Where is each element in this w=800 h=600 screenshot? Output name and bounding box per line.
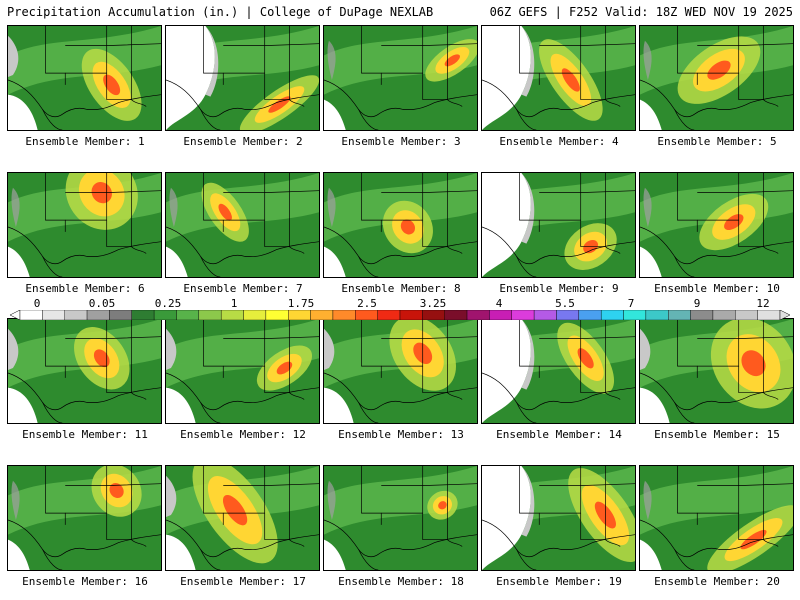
colorbar-segment: [533, 310, 557, 320]
ensemble-member-map: [481, 172, 636, 278]
ensemble-member-map: [165, 318, 320, 424]
colorbar-segment: [511, 310, 535, 320]
ensemble-member-map: [639, 172, 794, 278]
colorbar: [10, 310, 790, 320]
colorbar-tick-label: 0.25: [154, 297, 182, 310]
ensemble-member-map: [7, 465, 162, 571]
colorbar-segment: [109, 310, 132, 320]
colorbar-segment: [735, 310, 758, 320]
ensemble-member-map: [323, 25, 478, 131]
colorbar-segment: [489, 310, 512, 320]
ensemble-member-label: Ensemble Member: 19: [496, 575, 622, 588]
ensemble-member-label: Ensemble Member: 11: [22, 428, 148, 441]
ensemble-member-label: Ensemble Member: 3: [341, 135, 461, 148]
ensemble-member-label: Ensemble Member: 13: [338, 428, 464, 441]
colorbar-tick-label: 7: [627, 297, 635, 310]
ensemble-member-label: Ensemble Member: 17: [180, 575, 306, 588]
colorbar-segment: [355, 310, 378, 320]
ensemble-member-map: [639, 318, 794, 424]
colorbar-segment: [645, 310, 669, 320]
ensemble-member-map: [481, 465, 636, 571]
colorbar-segment: [556, 310, 580, 320]
colorbar-segment: [310, 310, 334, 320]
colorbar-tick-label: 9: [693, 297, 701, 310]
colorbar-left-arrow: [10, 310, 21, 320]
ensemble-member-map: [481, 318, 636, 424]
ensemble-member-label: Ensemble Member: 10: [654, 282, 780, 295]
ensemble-member-map: [165, 465, 320, 571]
ensemble-member-map: [323, 172, 478, 278]
colorbar-segment: [466, 310, 490, 320]
colorbar-segment: [288, 310, 311, 320]
ensemble-member-label: Ensemble Member: 12: [180, 428, 306, 441]
colorbar-segment: [19, 310, 43, 320]
colorbar-tick-label: 5.5: [555, 297, 575, 310]
ensemble-member-map: [639, 465, 794, 571]
colorbar-segment: [64, 310, 88, 320]
colorbar-segment: [265, 310, 289, 320]
colorbar-tick-label: 3.25: [419, 297, 447, 310]
colorbar-segment: [578, 310, 602, 320]
colorbar-segment: [86, 310, 110, 320]
ensemble-member-map: [165, 25, 320, 131]
ensemble-member-label: Ensemble Member: 14: [496, 428, 622, 441]
ensemble-member-label: Ensemble Member: 7: [183, 282, 303, 295]
colorbar-tick-label: 4: [495, 297, 503, 310]
ensemble-member-label: Ensemble Member: 5: [657, 135, 777, 148]
ensemble-member-label: Ensemble Member: 16: [22, 575, 148, 588]
colorbar-segment: [220, 310, 244, 320]
colorbar-tick-label: 1: [230, 297, 238, 310]
colorbar-tick-label: 12: [756, 297, 770, 310]
colorbar-segment: [444, 310, 468, 320]
colorbar-segment: [176, 310, 200, 320]
colorbar-tick-label: 2.5: [357, 297, 377, 310]
colorbar-segment: [399, 310, 423, 320]
colorbar-tick-label: 1.75: [287, 297, 315, 310]
colorbar-segment: [198, 310, 222, 320]
ensemble-member-map: [481, 25, 636, 131]
ensemble-member-map: [165, 172, 320, 278]
colorbar-segment: [332, 310, 356, 320]
colorbar-segment: [600, 310, 624, 320]
colorbar-tick-label: 0: [33, 297, 41, 310]
colorbar-segment: [712, 310, 736, 320]
colorbar-segment: [131, 310, 155, 320]
ensemble-member-label: Ensemble Member: 6: [25, 282, 145, 295]
colorbar-segment: [243, 310, 267, 320]
colorbar-segment: [668, 310, 691, 320]
ensemble-member-map: [7, 172, 162, 278]
ensemble-member-map: [323, 318, 478, 424]
colorbar-segment: [757, 310, 781, 320]
ensemble-member-label: Ensemble Member: 20: [654, 575, 780, 588]
ensemble-member-map: [7, 318, 162, 424]
colorbar-tick-label: 0.05: [88, 297, 116, 310]
ensemble-member-label: Ensemble Member: 18: [338, 575, 464, 588]
colorbar-segment: [42, 310, 65, 320]
colorbar-segment: [623, 310, 647, 320]
ensemble-member-map: [7, 25, 162, 131]
ensemble-member-label: Ensemble Member: 15: [654, 428, 780, 441]
colorbar-segment: [377, 310, 401, 320]
ensemble-member-label: Ensemble Member: 8: [341, 282, 461, 295]
ensemble-member-map: [323, 465, 478, 571]
colorbar-right-arrow: [779, 310, 790, 320]
ensemble-member-map: [639, 25, 794, 131]
ensemble-member-label: Ensemble Member: 4: [499, 135, 619, 148]
colorbar-segment: [153, 310, 177, 320]
map-title: Precipitation Accumulation (in.) | Colle…: [7, 5, 434, 19]
ensemble-member-label: Ensemble Member: 9: [499, 282, 619, 295]
valid-time: 06Z GEFS | F252 Valid: 18Z WED NOV 19 20…: [489, 5, 793, 19]
colorbar-segment: [690, 310, 714, 320]
ensemble-member-label: Ensemble Member: 2: [183, 135, 303, 148]
colorbar-segment: [422, 310, 445, 320]
ensemble-member-label: Ensemble Member: 1: [25, 135, 145, 148]
